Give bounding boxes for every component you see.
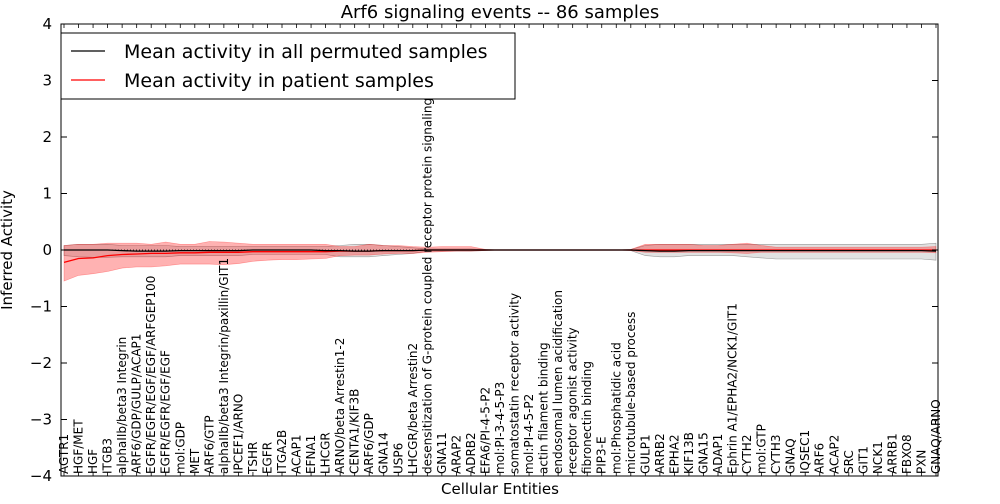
x-tick-label: MET: [188, 448, 202, 474]
x-tick-label: Ephrin A1/EPHA2/NCK1/GIT1: [726, 303, 740, 474]
x-tick-label: EGFR: [261, 442, 275, 474]
y-tick-label: −4: [30, 467, 52, 485]
x-tick-label: ARRB1: [885, 433, 899, 474]
x-tick-label: microtubule-based process: [624, 312, 638, 474]
x-tick-label: EGFR/EGFR/EGF/EGF/ARFGEP100: [144, 276, 158, 474]
legend-label-permuted: Mean activity in all permuted samples: [124, 41, 487, 63]
y-tick-label: 4: [42, 15, 52, 33]
x-tick-label: ADRB2: [464, 432, 478, 474]
x-tick-label: alphaIIb/beta3 Integrin/paxillin/GIT1: [217, 258, 231, 474]
x-tick-label: ITGB3: [101, 438, 115, 474]
x-tick-label: HGF/MET: [72, 419, 86, 474]
legend-box: [60, 32, 516, 100]
x-tick-label: fibronectin binding: [580, 361, 594, 474]
x-tick-label: GIT1: [856, 446, 870, 474]
y-tick-label: 0: [42, 241, 52, 259]
x-tick-label: USP6: [391, 443, 405, 474]
x-tick-label: mol:GTP: [755, 424, 769, 474]
y-tick-label: 2: [42, 128, 52, 146]
x-tick-label: CYTH3: [769, 434, 783, 474]
legend-label-patient: Mean activity in patient samples: [124, 70, 434, 92]
x-tick-label: GNA14: [377, 432, 391, 474]
x-tick-label: ARRB2: [653, 433, 667, 474]
y-axis-label: Inferred Activity: [0, 190, 16, 310]
x-tick-label: HGF: [86, 449, 100, 474]
series-lines: [63, 249, 937, 264]
x-tick-label: IQSEC1: [798, 430, 812, 474]
x-tick-label: mol:PI-3-4-5-P3: [493, 382, 507, 474]
x-tick-label: GNA15: [697, 432, 711, 474]
x-tick-label: TSHR: [246, 442, 260, 475]
x-tick-label: EFNA1: [304, 435, 318, 474]
x-tick-label: SRC: [842, 450, 856, 474]
x-tick-label: CYTH2: [740, 435, 754, 475]
x-tick-label: GNAQ/ARNO: [929, 399, 943, 474]
y-tick-label: −3: [30, 411, 52, 429]
x-tick-label: ACAP1: [290, 434, 304, 473]
x-tick-label: CENTA1/KIF3B: [348, 389, 362, 474]
legend: Mean activity in all permuted samples Me…: [60, 32, 516, 100]
x-tick-label: ARF6/GDP/GULP/ACAP1: [130, 334, 144, 474]
x-axis-label: Cellular Entities: [441, 480, 559, 498]
x-tick-label: somatostatin receptor activity: [508, 293, 522, 474]
x-tick-label: ARF6/GTP: [202, 415, 216, 474]
x-tick-label: mol:Phosphatidic acid: [609, 342, 623, 474]
x-tick-label: GNAQ: [784, 438, 798, 474]
x-tick-label: ARAP2: [449, 435, 463, 474]
x-tick-label: ARF6/GDP: [362, 413, 376, 474]
x-tick-label: receptor agonist activity: [566, 327, 580, 474]
x-tick-label: IPCEF1/ARNO: [231, 394, 245, 474]
x-tick-label: FBXO8: [900, 434, 914, 474]
x-tick-label: endosomal lumen acidification: [551, 290, 565, 474]
x-tick-label: actin filament binding: [537, 342, 551, 474]
y-tick-label: 3: [42, 72, 52, 90]
confidence-bands: [63, 241, 937, 282]
x-tick-label: EFA6/PI-4-5-P2: [479, 387, 493, 474]
band-permuted: [63, 242, 937, 261]
x-tick-label: EPHA2: [667, 434, 681, 474]
x-tick-label: GNA11: [435, 432, 449, 474]
x-tick-label: desensitization of G-protein coupled rec…: [420, 43, 434, 474]
x-tick-label: KIF13B: [682, 432, 696, 474]
x-tick-label: mol:PI-4-5-P2: [522, 394, 536, 474]
x-tick-label: ARNO/beta Arrestin1-2: [333, 338, 347, 474]
x-tick-label: PIP3-E: [595, 436, 609, 474]
x-tick-label: ITGA2B: [275, 430, 289, 474]
x-tick-label: EGFR/EGFR/EGF/EGF: [159, 350, 173, 474]
y-tick-label: −1: [30, 298, 52, 316]
series-line-permuted: [64, 249, 937, 252]
x-tick-label: alphaIIb/beta3 Integrin: [115, 337, 129, 474]
x-tick-label: ADAP1: [711, 434, 725, 474]
y-axis: −4 −3 −2 −1 0 1 2 3 4: [30, 15, 938, 485]
x-tick-label: LHCGR: [319, 432, 333, 474]
band-patient: [63, 241, 937, 282]
x-tick-label: ACAP2: [827, 435, 841, 474]
x-tick-label: LHCGR/beta Arrestin2: [406, 343, 420, 474]
y-tick-label: 1: [42, 185, 52, 203]
chart-title: Arf6 signaling events -- 86 samples: [341, 2, 660, 23]
x-tick-label: mol:GDP: [173, 422, 187, 474]
x-tick-label: ARF6: [813, 443, 827, 474]
x-tick-label: AGTR1: [57, 434, 71, 474]
x-axis: AGTR1 HGF/MET HGF ITGB3 alphaIIb/beta3 Integ…: [57, 24, 943, 476]
y-tick-label: −2: [30, 354, 52, 372]
x-tick-label: GULP1: [638, 434, 652, 474]
x-tick-label: PXN: [915, 450, 929, 474]
x-tick-label: NCK1: [871, 441, 885, 474]
